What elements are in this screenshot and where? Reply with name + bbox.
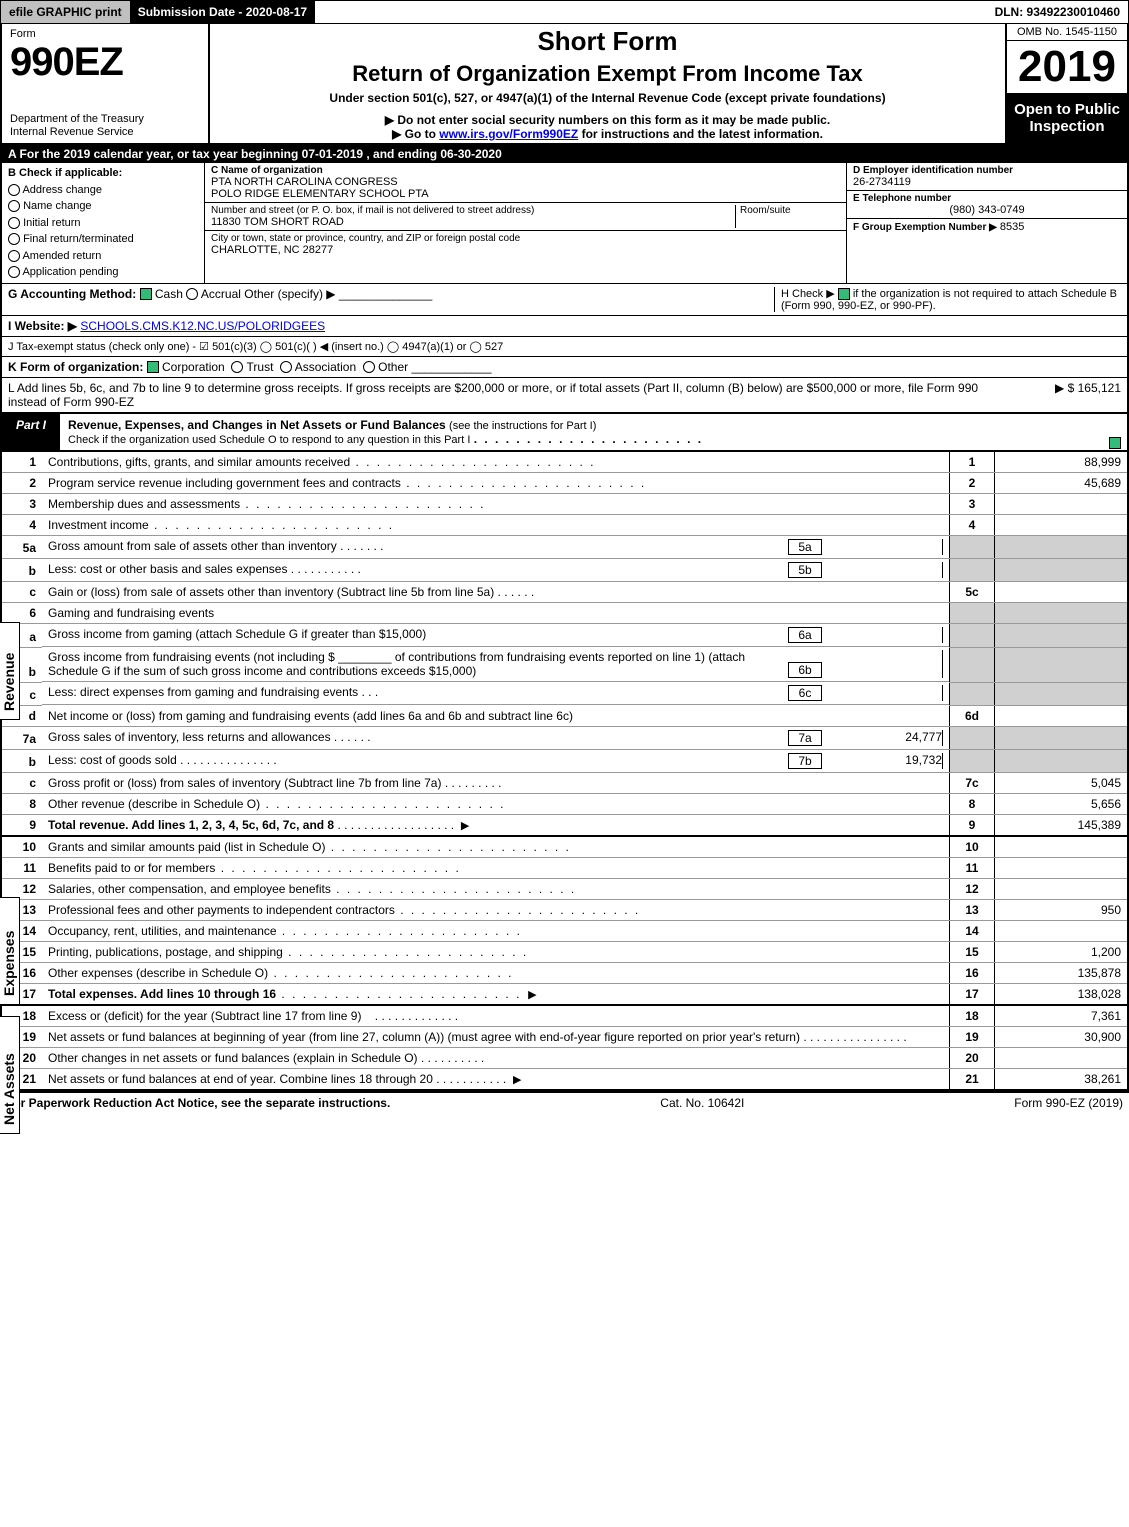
line-18-val: 7,361 [995,1006,1129,1027]
line-4-val [995,514,1129,535]
line-15-val: 1,200 [995,942,1129,963]
chk-schedule-o[interactable] [1109,437,1121,449]
instruct-2: ▶ Go to www.irs.gov/Form990EZ for instru… [220,127,995,141]
website-link[interactable]: SCHOOLS.CMS.K12.NC.US/POLORIDGEES [80,319,325,333]
tax-year: 2019 [1007,41,1127,93]
revenue-table: 1Contributions, gifts, grants, and simil… [0,452,1129,838]
chk-final-return[interactable]: Final return/terminated [8,231,198,248]
part-1-label: Part I [2,414,60,450]
vtab-netassets: Net Assets [0,1016,20,1134]
row-i: I Website: ▶ SCHOOLS.CMS.K12.NC.US/POLOR… [0,316,1129,337]
open-inspection: Open to Public Inspection [1007,93,1127,143]
row-l: L Add lines 5b, 6c, and 7b to line 9 to … [0,378,1129,413]
line-1-val: 88,999 [995,452,1129,473]
row-k: K Form of organization: Corporation Trus… [0,357,1129,378]
line-2-val: 45,689 [995,472,1129,493]
entity-block: B Check if applicable: Address change Na… [0,163,1129,284]
netassets-table: 18Excess or (deficit) for the year (Subt… [0,1006,1129,1091]
line-11-val [995,858,1129,879]
vtab-expenses: Expenses [0,897,20,1005]
org-address: 11830 TOM SHORT ROAD [211,216,735,228]
line-12-val [995,879,1129,900]
section-b: B Check if applicable: Address change Na… [2,163,205,283]
omb-number: OMB No. 1545-1150 [1007,24,1127,41]
gross-receipts: ▶ $ 165,121 [1001,381,1121,409]
instructions-link[interactable]: www.irs.gov/Form990EZ [439,127,578,141]
chk-trust[interactable]: Trust [231,360,273,374]
dept-treasury: Department of the Treasury Internal Reve… [10,113,200,139]
chk-initial-return[interactable]: Initial return [8,215,198,232]
line-21-val: 38,261 [995,1069,1129,1091]
chk-application-pending[interactable]: Application pending [8,264,198,281]
line-7b-mid: 19,732 [822,753,943,769]
org-city: CHARLOTTE, NC 28277 [211,244,840,256]
instruct-1: ▶ Do not enter social security numbers o… [220,113,995,127]
line-6d-val [995,705,1129,726]
line-14-val [995,921,1129,942]
chk-name-change[interactable]: Name change [8,198,198,215]
section-d-e-f: D Employer identification number 26-2734… [846,163,1127,283]
line-9-val: 145,389 [995,815,1129,837]
chk-other-method[interactable]: Other (specify) ▶ ______________ [244,287,432,301]
org-name-2: POLO RIDGE ELEMENTARY SCHOOL PTA [211,188,840,200]
footer-left: For Paperwork Reduction Act Notice, see … [6,1096,390,1110]
chk-schedule-b[interactable] [838,288,850,300]
form-word: Form [10,28,200,40]
org-name-1: PTA NORTH CAROLINA CONGRESS [211,176,840,188]
top-bar: efile GRAPHIC print Submission Date - 20… [0,0,1129,24]
title-main: Return of Organization Exempt From Incom… [220,61,995,87]
ein: 26-2734119 [853,176,1121,188]
form-number: 990EZ [10,40,200,85]
chk-association[interactable]: Association [280,360,356,374]
title-short: Short Form [220,26,995,57]
group-exemption: 8535 [1000,221,1024,233]
chk-amended-return[interactable]: Amended return [8,248,198,265]
chk-address-change[interactable]: Address change [8,182,198,199]
row-g-h: G Accounting Method: Cash Accrual Other … [0,284,1129,316]
line-17-val: 138,028 [995,984,1129,1006]
chk-cash[interactable]: Cash [140,287,183,301]
footer-formref: Form 990-EZ (2019) [1014,1096,1123,1110]
line-7c-val: 5,045 [995,773,1129,794]
page-footer: For Paperwork Reduction Act Notice, see … [0,1091,1129,1113]
telephone: (980) 343-0749 [853,204,1121,216]
line-3-val [995,493,1129,514]
subtitle: Under section 501(c), 527, or 4947(a)(1)… [220,91,995,105]
header-left: Form 990EZ Department of the Treasury In… [2,24,210,143]
tax-period: A For the 2019 calendar year, or tax yea… [0,145,1129,163]
efile-label[interactable]: efile GRAPHIC print [1,1,130,23]
line-7a-mid: 24,777 [822,730,943,746]
header-center: Short Form Return of Organization Exempt… [210,24,1005,143]
row-j: J Tax-exempt status (check only one) - ☑… [0,337,1129,357]
line-13-val: 950 [995,900,1129,921]
line-5c-val [995,582,1129,603]
dln: DLN: 93492230010460 [987,1,1128,23]
chk-accrual[interactable]: Accrual [186,287,241,301]
chk-corporation[interactable]: Corporation [147,360,225,374]
line-10-val [995,837,1129,858]
form-header: Form 990EZ Department of the Treasury In… [0,24,1129,145]
line-8-val: 5,656 [995,794,1129,815]
submission-date: Submission Date - 2020-08-17 [130,1,315,23]
part-1-header: Part I Revenue, Expenses, and Changes in… [0,413,1129,452]
vtab-revenue: Revenue [0,622,20,720]
section-c: C Name of organization PTA NORTH CAROLIN… [205,163,846,283]
room-suite: Room/suite [735,205,840,228]
header-right: OMB No. 1545-1150 2019 Open to Public In… [1005,24,1127,143]
line-16-val: 135,878 [995,963,1129,984]
footer-catno: Cat. No. 10642I [660,1096,744,1110]
line-19-val: 30,900 [995,1027,1129,1048]
line-20-val [995,1048,1129,1069]
expenses-table: 10Grants and similar amounts paid (list … [0,837,1129,1006]
chk-other-org[interactable]: Other [363,360,408,374]
